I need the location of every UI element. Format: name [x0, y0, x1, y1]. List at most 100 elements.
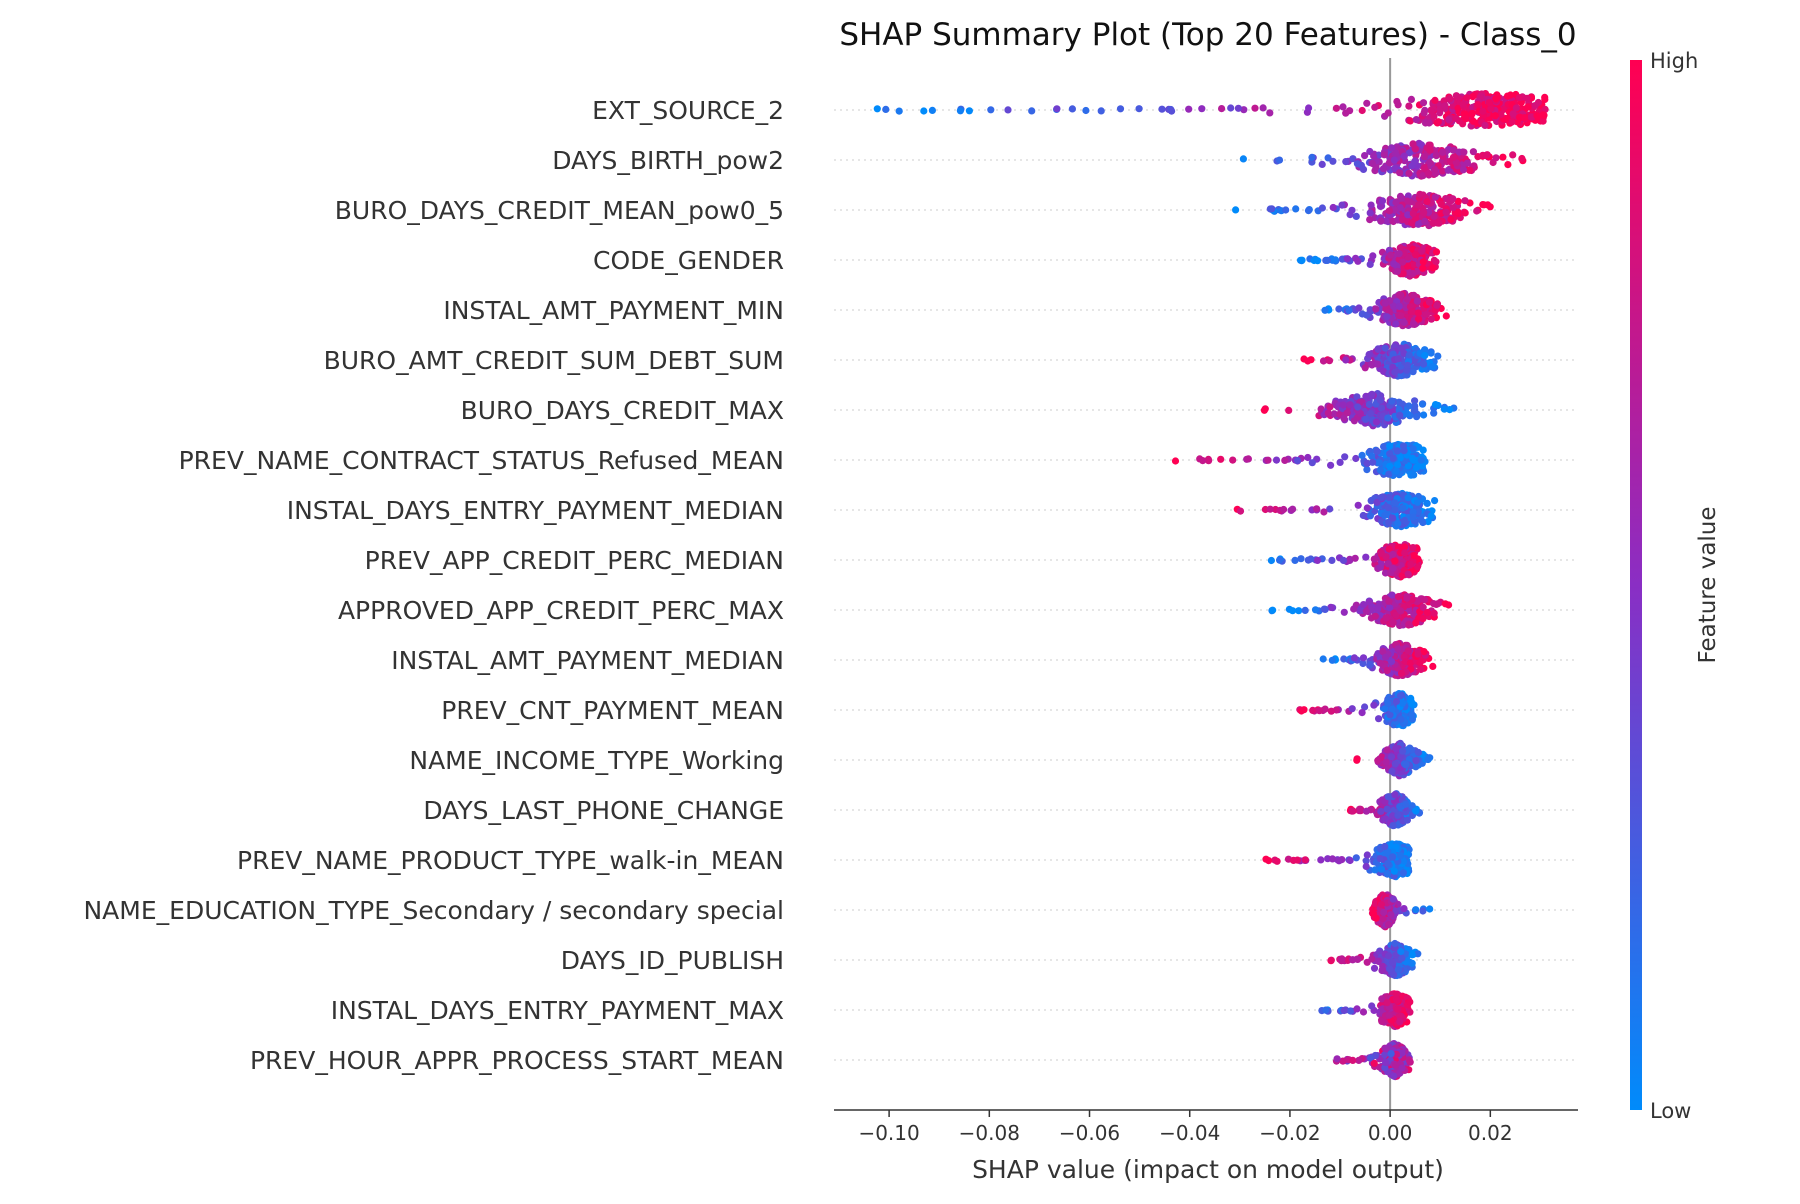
- shap-dot: [1396, 244, 1404, 252]
- shap-dot: [1397, 669, 1406, 677]
- shap-dot: [1374, 957, 1382, 965]
- shap-dot: [1354, 955, 1362, 964]
- shap-dot: [1419, 258, 1427, 266]
- shap-dot: [1308, 459, 1316, 467]
- shap-dot: [1298, 256, 1306, 264]
- shap-dot: [1406, 659, 1415, 667]
- shap-dot: [1420, 360, 1428, 368]
- shap-dot: [1342, 356, 1350, 364]
- shap-dot: [1329, 203, 1337, 212]
- colorbar-high-label: High: [1650, 49, 1698, 73]
- shap-dot: [1380, 367, 1388, 375]
- shap-dot: [1389, 514, 1397, 522]
- shap-dot: [1234, 104, 1242, 112]
- shap-dot: [1377, 900, 1385, 909]
- feature-label: PREV_HOUR_APPR_PROCESS_START_MEAN: [250, 1046, 784, 1075]
- shap-dot: [1354, 403, 1362, 411]
- shap-dot: [1387, 658, 1396, 666]
- shap-dot: [1392, 951, 1400, 959]
- feature-label: APPROVED_APP_CREDIT_PERC_MAX: [338, 596, 784, 625]
- shap-dot: [1414, 498, 1422, 506]
- shap-dot: [1379, 165, 1388, 173]
- shap-dot: [1266, 205, 1274, 213]
- shap-dot: [1322, 1006, 1330, 1014]
- shap-dot: [1423, 197, 1431, 206]
- shap-dot: [1385, 493, 1393, 501]
- shap-dot: [1404, 494, 1412, 502]
- shap-dot: [1369, 252, 1377, 260]
- shap-dot: [956, 107, 965, 115]
- shap-dot: [1346, 401, 1354, 409]
- shap-dot: [1328, 556, 1336, 565]
- shap-dot: [1400, 152, 1408, 160]
- shap-dot: [1291, 556, 1299, 565]
- shap-dot: [1381, 569, 1390, 577]
- shap-dot: [1420, 411, 1428, 419]
- shap-dot: [1385, 519, 1393, 527]
- shap-dot: [1362, 807, 1370, 815]
- shap-dot: [1281, 456, 1289, 464]
- shap-dot: [1308, 153, 1316, 161]
- shap-dot: [1362, 553, 1370, 561]
- shap-dot: [1321, 306, 1329, 314]
- shap-dot: [1082, 106, 1090, 115]
- feature-label: BURO_DAYS_CREDIT_MEAN_pow0_5: [335, 196, 784, 225]
- shap-dot: [1282, 206, 1290, 214]
- shap-dot: [1389, 822, 1397, 830]
- feature-label: PREV_NAME_PRODUCT_TYPE_walk-in_MEAN: [237, 846, 784, 875]
- shap-dot: [1376, 855, 1384, 863]
- shap-dot: [1469, 117, 1477, 125]
- shap-dot: [1353, 160, 1361, 168]
- shap-dot: [1454, 104, 1462, 112]
- shap-dot: [1401, 516, 1409, 525]
- shap-dot: [1539, 111, 1547, 119]
- shap-dot: [1418, 462, 1426, 470]
- shap-dot: [1289, 505, 1297, 513]
- x-tick-label: 0.00: [1368, 1121, 1413, 1145]
- shap-dot: [1420, 153, 1428, 161]
- shap-dot: [1391, 760, 1399, 768]
- shap-dot: [1218, 105, 1226, 113]
- shap-dot: [1374, 756, 1382, 765]
- shap-dot: [1389, 454, 1397, 462]
- shap-dot: [1384, 109, 1392, 117]
- shap-dot: [1346, 1007, 1355, 1015]
- shap-dot: [1320, 508, 1328, 516]
- shap-dot: [1474, 101, 1482, 109]
- shap-dot: [1370, 964, 1379, 972]
- shap-dot: [1293, 456, 1302, 465]
- shap-dot: [1392, 744, 1400, 753]
- shap-dot: [1227, 104, 1235, 112]
- shap-dot: [1539, 117, 1547, 125]
- shap-dot: [1368, 452, 1376, 460]
- shap-dot: [1426, 146, 1434, 154]
- shap-dot: [1372, 914, 1380, 922]
- shap-dot: [1419, 518, 1427, 527]
- shap-dot: [1368, 390, 1376, 398]
- shap-dot: [1407, 95, 1415, 103]
- shap-dot: [1399, 747, 1407, 755]
- shap-dot: [1338, 201, 1346, 209]
- shap-dot: [1409, 454, 1417, 462]
- shap-dot: [1362, 857, 1370, 865]
- shap-dot: [1414, 748, 1423, 757]
- shap-dot: [1407, 560, 1415, 569]
- shap-dot: [1432, 248, 1441, 256]
- feature-label: INSTAL_DAYS_ENTRY_PAYMENT_MAX: [331, 996, 784, 1025]
- shap-dot: [1352, 854, 1360, 862]
- shap-dot: [1419, 615, 1427, 623]
- shap-dot: [1405, 102, 1413, 110]
- shap-dot: [1304, 207, 1313, 215]
- shap-dot: [1410, 158, 1419, 166]
- shap-dot: [1492, 154, 1500, 162]
- shap-dot: [1521, 114, 1529, 122]
- shap-dot: [895, 107, 903, 115]
- shap-dot: [1135, 105, 1143, 113]
- shap-dot: [1339, 1057, 1347, 1065]
- shap-dot: [1386, 604, 1394, 612]
- shap-dot: [1389, 895, 1397, 903]
- shap-dot: [1380, 443, 1388, 451]
- shap-dot: [1420, 209, 1428, 217]
- shap-dot: [1454, 197, 1462, 205]
- shap-dot: [1385, 545, 1393, 553]
